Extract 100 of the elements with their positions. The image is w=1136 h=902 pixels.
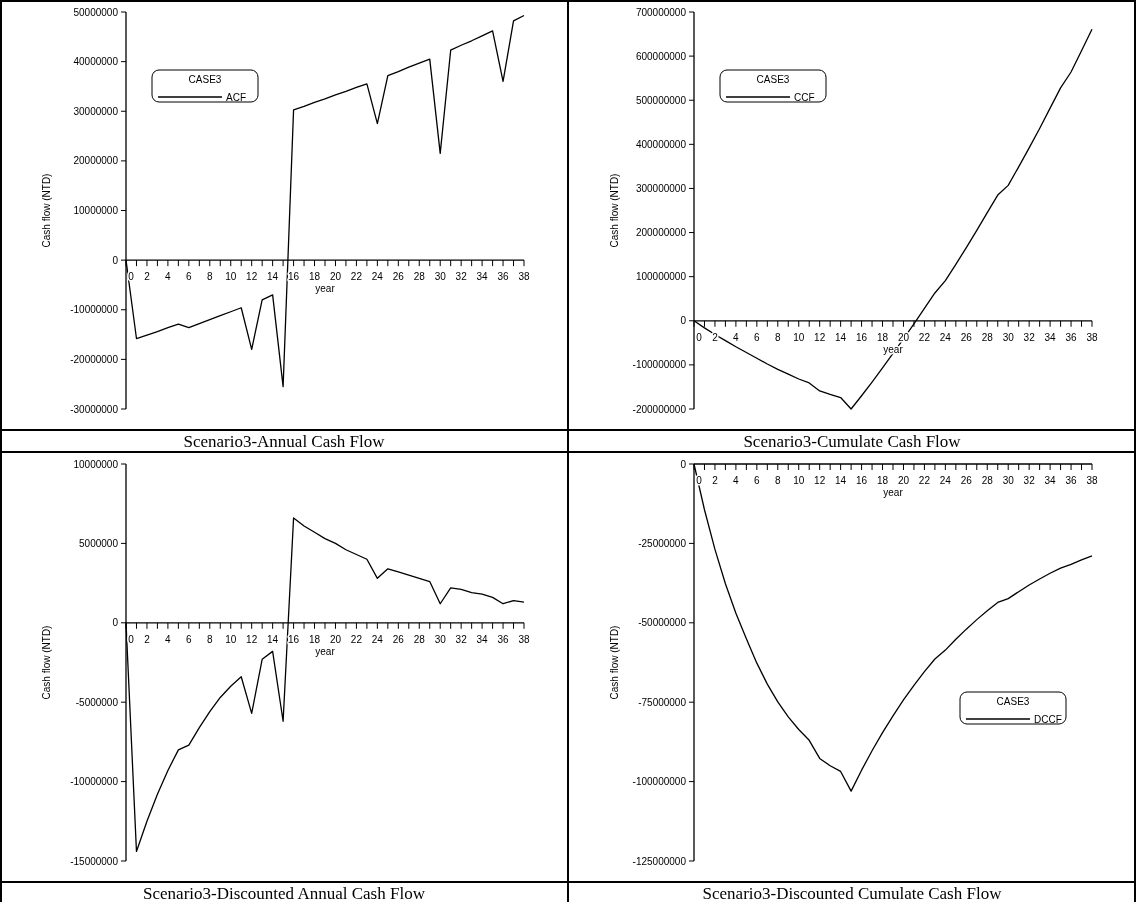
x-tick-label: 28 xyxy=(413,633,426,645)
y-tick-label: 50000000 xyxy=(73,6,119,18)
x-tick-label: 6 xyxy=(186,271,193,283)
x-tick-label: 26 xyxy=(960,475,973,486)
x-tick-label: 32 xyxy=(455,271,468,283)
x-tick-label: 18 xyxy=(308,633,321,645)
text: ACF xyxy=(226,91,246,103)
x-tick-label: 16 xyxy=(856,331,868,343)
x-tick-label: 36 xyxy=(1065,475,1078,486)
y-tick-label: -30000000 xyxy=(70,403,119,415)
x-tick-label: 10 xyxy=(225,271,237,283)
y-tick-label: 500000000 xyxy=(635,94,687,106)
x-tick-label: 16 xyxy=(288,633,300,645)
x-tick-label: 14 xyxy=(267,633,279,645)
x-tick-label: 8 xyxy=(775,475,782,486)
x-tick-label: 28 xyxy=(981,475,994,486)
x-tick-label: 24 xyxy=(939,475,952,486)
y-tick-label: 10000000 xyxy=(73,205,119,216)
y-tick-label: -50000000 xyxy=(638,617,687,629)
x-tick-label: 32 xyxy=(455,633,468,645)
x-tick-label: 10 xyxy=(225,633,237,645)
x-tick-label: 6 xyxy=(186,633,193,645)
y-tick-label: 200000000 xyxy=(635,227,687,239)
y-tick-label: -10000000 xyxy=(70,304,119,316)
x-tick-label: 6 xyxy=(754,475,761,486)
x-tick-label: 4 xyxy=(733,331,740,343)
x-axis-title: year xyxy=(315,283,336,295)
y-tick-label: -15000000 xyxy=(70,855,119,867)
y-tick-label: 0 xyxy=(680,458,687,470)
x-tick-label: 34 xyxy=(1044,475,1057,486)
x-tick-label: 24 xyxy=(371,271,384,283)
x-tick-label: 20 xyxy=(329,633,342,645)
y-tick-label: -5000000 xyxy=(75,696,119,708)
y-tick-label: 0 xyxy=(112,254,119,266)
y-tick-label: 0 xyxy=(112,617,119,629)
x-tick-label: 22 xyxy=(350,271,363,283)
y-tick-label: 0 xyxy=(680,315,687,327)
x-tick-label: 30 xyxy=(1002,331,1015,343)
x-tick-label: 22 xyxy=(918,331,931,343)
y-tick-label: 30000000 xyxy=(73,105,119,117)
x-tick-label: 28 xyxy=(981,331,994,343)
x-axis-title: year xyxy=(883,487,904,498)
x-tick-label: 18 xyxy=(308,271,321,283)
x-tick-label: 16 xyxy=(856,475,868,486)
y-tick-label: 400000000 xyxy=(635,138,687,150)
x-tick-label: 4 xyxy=(165,633,172,645)
x-tick-label: 2 xyxy=(712,331,719,343)
legend-title: CASE3 xyxy=(756,74,790,85)
x-tick-label: 20 xyxy=(329,271,342,283)
x-tick-label: 32 xyxy=(1023,475,1036,486)
x-tick-label: 22 xyxy=(350,633,363,645)
x-tick-label: 34 xyxy=(476,633,489,645)
x-tick-label: 18 xyxy=(876,475,889,486)
x-tick-label: 12 xyxy=(246,633,258,645)
x-tick-label: 36 xyxy=(1065,331,1078,343)
x-tick-label: 16 xyxy=(288,271,300,283)
y-tick-label: 20000000 xyxy=(73,155,119,167)
y-tick-label: 5000000 xyxy=(79,537,119,549)
x-tick-label: 6 xyxy=(754,331,761,343)
x-tick-label: 28 xyxy=(413,271,426,283)
x-tick-label: 10 xyxy=(793,331,805,343)
x-tick-label: 10 xyxy=(793,475,805,486)
y-tick-label: -10000000 xyxy=(70,776,119,788)
x-tick-label: 24 xyxy=(371,633,384,645)
x-tick-label: 2 xyxy=(712,475,719,486)
y-tick-label: 10000000 xyxy=(73,458,119,470)
x-tick-label: 30 xyxy=(434,271,447,283)
x-tick-label: 32 xyxy=(1023,331,1036,343)
y-tick-label: 600000000 xyxy=(635,50,687,62)
x-tick-label: 12 xyxy=(246,271,258,283)
x-tick-label: 0 xyxy=(128,633,135,645)
x-tick-label: 2 xyxy=(144,633,151,645)
text: CCF xyxy=(794,91,815,103)
x-tick-label: 38 xyxy=(1086,475,1098,486)
legend-title: CASE3 xyxy=(188,74,222,85)
x-tick-label: 4 xyxy=(165,271,172,283)
x-tick-label: 38 xyxy=(1086,331,1098,343)
y-axis-title: Cash flow (NTD) xyxy=(609,625,620,700)
x-tick-label: 36 xyxy=(497,271,510,283)
x-tick-label: 4 xyxy=(733,475,740,486)
y-axis-title: Cash flow (NTD) xyxy=(41,173,52,248)
x-tick-label: 8 xyxy=(775,331,782,343)
x-tick-label: 26 xyxy=(392,633,405,645)
x-tick-label: 34 xyxy=(1044,331,1057,343)
x-tick-label: 38 xyxy=(518,633,530,645)
y-tick-label: -200000000 xyxy=(632,403,687,415)
x-tick-label: 34 xyxy=(476,271,489,283)
y-tick-label: 100000000 xyxy=(635,271,687,283)
y-tick-label: 300000000 xyxy=(635,182,687,194)
x-tick-label: 38 xyxy=(518,271,530,283)
x-tick-label: 30 xyxy=(434,633,447,645)
y-tick-label: -100000000 xyxy=(632,776,687,788)
x-tick-label: 18 xyxy=(876,331,889,343)
x-axis-title: year xyxy=(315,645,336,657)
y-tick-label: -20000000 xyxy=(70,353,119,365)
x-tick-label: 12 xyxy=(814,331,826,343)
y-tick-label: 40000000 xyxy=(73,56,119,68)
x-tick-label: 14 xyxy=(835,475,847,486)
y-axis-title: Cash flow (NTD) xyxy=(41,625,52,700)
x-tick-label: 24 xyxy=(939,331,952,343)
